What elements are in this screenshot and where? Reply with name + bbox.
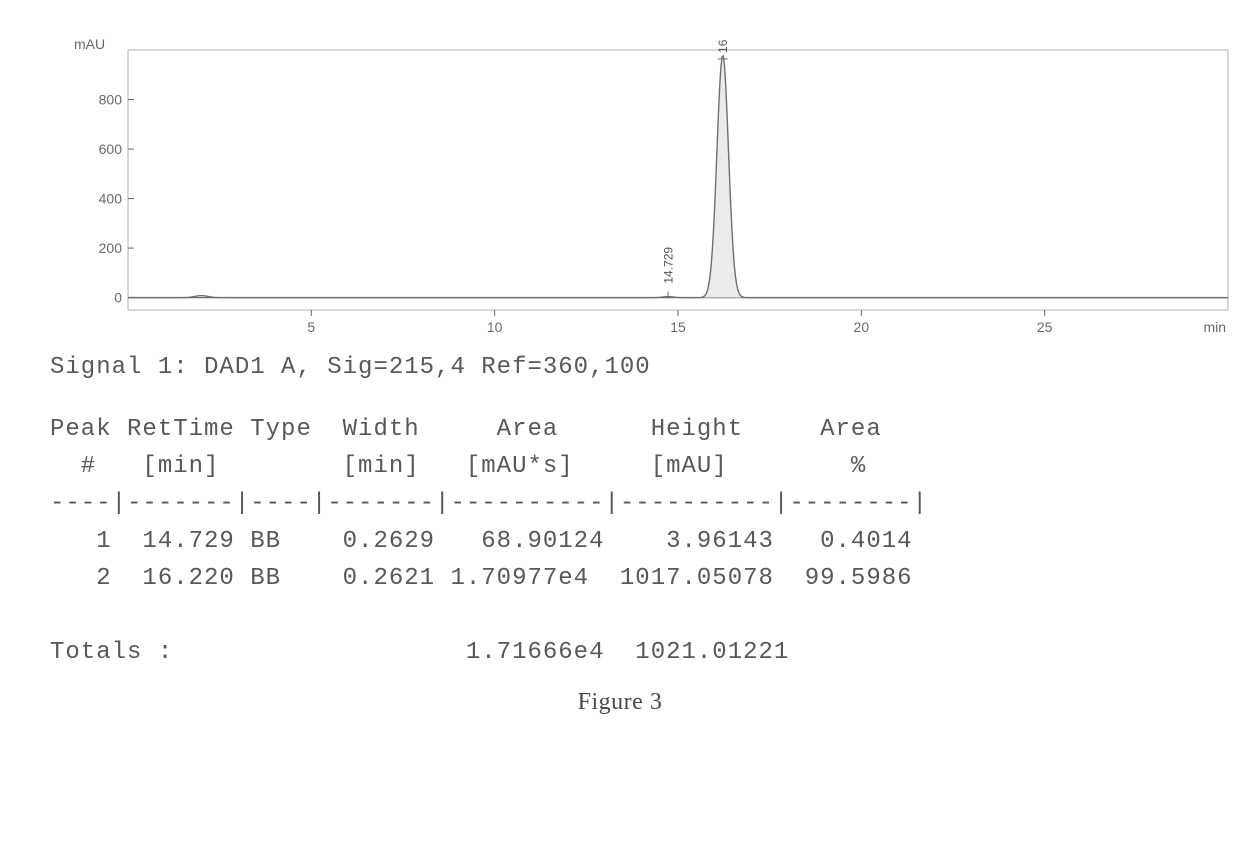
y-tick-label: 200 xyxy=(99,240,123,256)
x-axis-unit: min xyxy=(1203,319,1226,335)
x-tick-label: 15 xyxy=(670,319,686,335)
signal-description: Signal 1: DAD1 A, Sig=215,4 Ref=360,100 xyxy=(50,354,1190,381)
peak-label: 14.729 xyxy=(661,247,675,284)
chromatogram-svg: 0 200 400 600 800 5 10 15 20 25 min 14.729 16.220 xyxy=(70,40,1240,346)
x-tick-label: 10 xyxy=(487,319,503,335)
figure-caption: Figure 3 xyxy=(50,689,1190,716)
chromatogram-chart: mAU 0200400600800510152025min14.72916.22… xyxy=(70,40,1190,346)
x-tick-label: 25 xyxy=(1037,319,1053,335)
x-tick-label: 5 xyxy=(307,319,315,335)
peak-label: 16.220 xyxy=(716,40,730,53)
y-tick-label: 400 xyxy=(99,191,123,207)
x-tick-label: 20 xyxy=(854,319,870,335)
peak-table: Peak RetTime Type Width Area Height Area… xyxy=(50,411,1190,671)
y-tick-label: 600 xyxy=(99,141,123,157)
y-axis-unit: mAU xyxy=(74,36,105,52)
y-tick-label: 0 xyxy=(114,290,122,306)
y-tick-label: 800 xyxy=(99,92,123,108)
